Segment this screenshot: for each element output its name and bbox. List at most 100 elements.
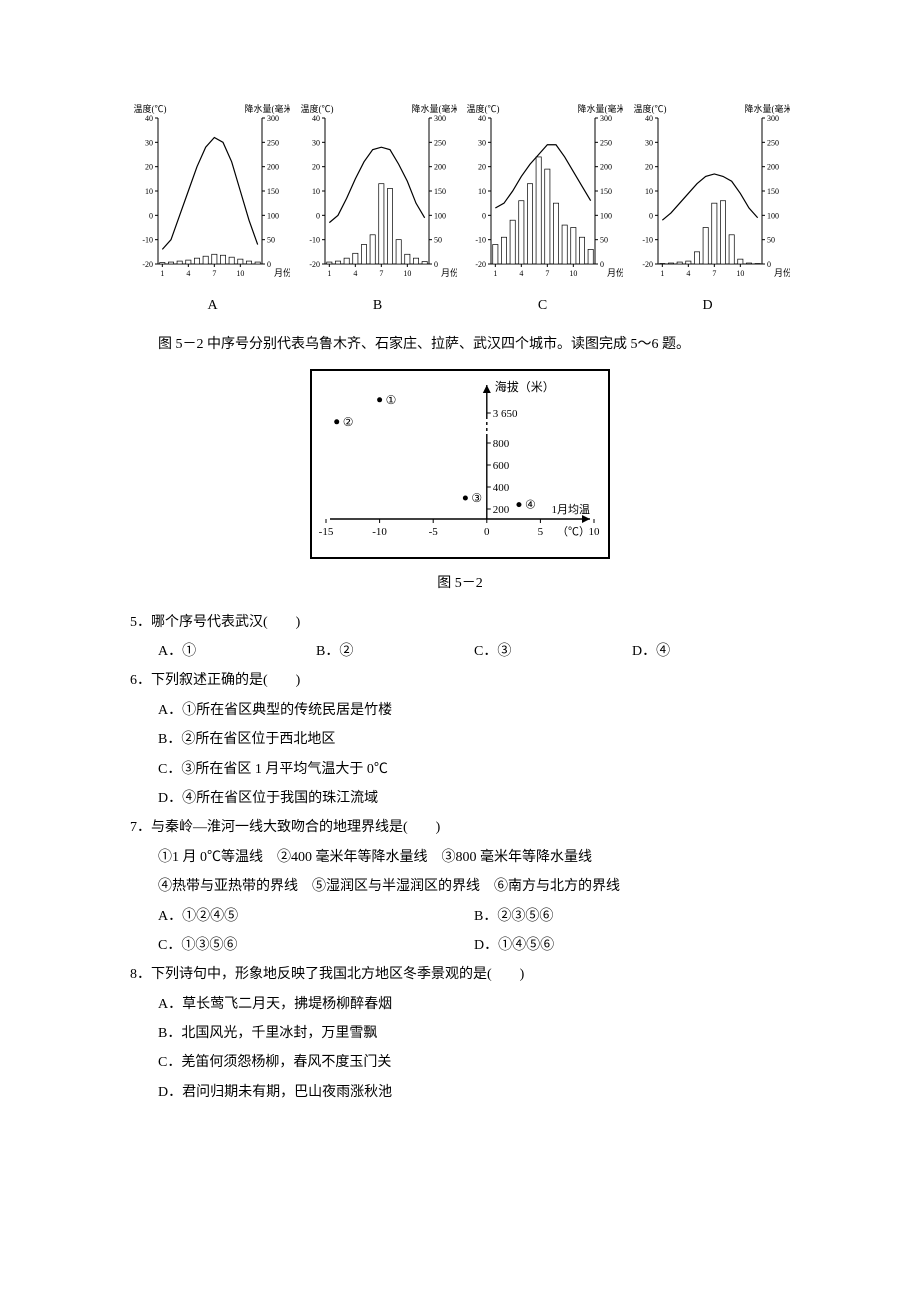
svg-text:30: 30 [145,138,153,147]
svg-text:10: 10 [645,187,653,196]
svg-text:10: 10 [589,526,601,538]
climate-chart-B: 温度(℃)降水量(毫米)-20-100102030400501001502002… [297,100,457,290]
intro-text: 图 5－2 中序号分别代表乌鲁木齐、石家庄、拉萨、武汉四个城市。读图完成 5～6… [130,332,790,359]
svg-text:1: 1 [160,269,164,278]
svg-text:40: 40 [145,114,153,123]
svg-text:1: 1 [494,269,498,278]
svg-text:200: 200 [267,163,279,172]
svg-text:0: 0 [484,526,490,538]
svg-text:3 650: 3 650 [493,408,518,420]
option: A．① [158,637,316,666]
svg-text:0: 0 [600,260,604,269]
svg-text:100: 100 [434,211,446,220]
svg-text:-20: -20 [476,260,487,269]
option-row: A．①B．②C．③D．④ [130,637,790,666]
svg-text:50: 50 [767,236,775,245]
svg-text:海拔（米）: 海拔（米） [495,379,555,394]
svg-text:-5: -5 [429,526,439,538]
climate-charts-row: 温度(℃)降水量(毫米)-20-100102030400501001502002… [130,100,790,290]
svg-text:50: 50 [434,236,442,245]
chart-label-B: B [298,298,458,314]
svg-text:400: 400 [493,482,510,494]
svg-text:150: 150 [600,187,612,196]
svg-text:250: 250 [434,138,446,147]
option: B．②所在省区位于西北地区 [130,725,790,754]
svg-text:降水量(毫米): 降水量(毫米) [744,103,790,114]
svg-text:150: 150 [267,187,279,196]
svg-text:4: 4 [520,269,524,278]
svg-text:10: 10 [478,187,486,196]
option: A．①所在省区典型的传统民居是竹楼 [130,696,790,725]
svg-text:100: 100 [600,211,612,220]
svg-text:0: 0 [434,260,438,269]
svg-text:250: 250 [267,138,279,147]
svg-text:③: ③ [471,491,482,505]
question-stem: 7．与秦岭—淮河一线大致吻合的地理界线是( ) [130,813,790,842]
svg-text:0: 0 [767,260,771,269]
svg-text:30: 30 [478,138,486,147]
question-subline: ①1 月 0℃等温线 ②400 毫米年等降水量线 ③800 毫米年等降水量线 [130,843,790,872]
option: D．④ [632,637,790,666]
svg-text:0: 0 [649,211,653,220]
svg-text:1: 1 [327,269,331,278]
chart-label-A: A [133,298,293,314]
svg-text:④: ④ [525,497,536,511]
svg-text:0: 0 [267,260,271,269]
chart-label-D: D [628,298,788,314]
svg-text:10: 10 [145,187,153,196]
svg-text:100: 100 [767,211,779,220]
svg-text:温度(℃): 温度(℃) [633,103,666,114]
svg-text:40: 40 [478,114,486,123]
svg-text:-10: -10 [642,236,653,245]
svg-text:5: 5 [538,526,544,538]
svg-text:-10: -10 [142,236,153,245]
svg-text:月份: 月份 [274,267,290,278]
svg-text:降水量(毫米): 降水量(毫米) [245,103,291,114]
chart-labels-row: ABCD [130,298,790,314]
option: B．②③⑤⑥ [474,902,790,931]
svg-text:温度(℃): 温度(℃) [467,103,500,114]
question-stem: 5．哪个序号代表武汉( ) [130,608,790,637]
svg-text:-15: -15 [319,526,334,538]
svg-text:降水量(毫米): 降水量(毫米) [578,103,624,114]
svg-text:150: 150 [767,187,779,196]
option: A．草长莺飞二月天，拂堤杨柳醉春烟 [130,990,790,1019]
svg-text:1月均温: 1月均温 [552,503,591,516]
svg-text:100: 100 [267,211,279,220]
svg-text:-20: -20 [142,260,153,269]
option: C．羌笛何须怨杨柳，春风不度玉门关 [130,1048,790,1077]
svg-text:7: 7 [546,269,550,278]
svg-text:4: 4 [686,269,690,278]
svg-text:月份: 月份 [441,267,457,278]
option: B．② [316,637,474,666]
svg-text:600: 600 [493,460,510,472]
svg-text:10: 10 [236,269,244,278]
svg-text:200: 200 [600,163,612,172]
svg-text:50: 50 [600,236,608,245]
svg-text:（℃）: （℃） [557,525,590,538]
svg-text:7: 7 [712,269,716,278]
svg-text:-20: -20 [642,260,653,269]
svg-text:20: 20 [645,163,653,172]
climate-chart-D: 温度(℃)降水量(毫米)-20-100102030400501001502002… [630,100,790,290]
figure-5-2-caption: 图 5－2 [130,572,790,592]
figure-5-2-wrap: 海拔（米）2004006008003 650-15-10-505101月均温（℃… [130,369,790,564]
svg-text:300: 300 [267,114,279,123]
svg-text:温度(℃): 温度(℃) [300,103,333,114]
svg-text:0: 0 [149,211,153,220]
svg-text:300: 300 [767,114,779,123]
svg-text:200: 200 [434,163,446,172]
questions-block: 5．哪个序号代表武汉( )A．①B．②C．③D．④6．下列叙述正确的是( )A．… [130,608,790,1108]
option-row: C．①③⑤⑥D．①④⑤⑥ [130,931,790,960]
option-row: A．①②④⑤B．②③⑤⑥ [130,902,790,931]
svg-text:20: 20 [145,163,153,172]
option: D．君问归期未有期，巴山夜雨涨秋池 [130,1078,790,1107]
question-stem: 6．下列叙述正确的是( ) [130,666,790,695]
svg-text:30: 30 [312,138,320,147]
figure-5-2: 海拔（米）2004006008003 650-15-10-505101月均温（℃… [310,369,610,564]
svg-text:降水量(毫米): 降水量(毫米) [411,103,457,114]
question-stem: 8．下列诗句中，形象地反映了我国北方地区冬季景观的是( ) [130,960,790,989]
question-subline: ④热带与亚热带的界线 ⑤湿润区与半湿润区的界线 ⑥南方与北方的界线 [130,872,790,901]
svg-text:7: 7 [379,269,383,278]
svg-text:温度(℃): 温度(℃) [134,103,167,114]
